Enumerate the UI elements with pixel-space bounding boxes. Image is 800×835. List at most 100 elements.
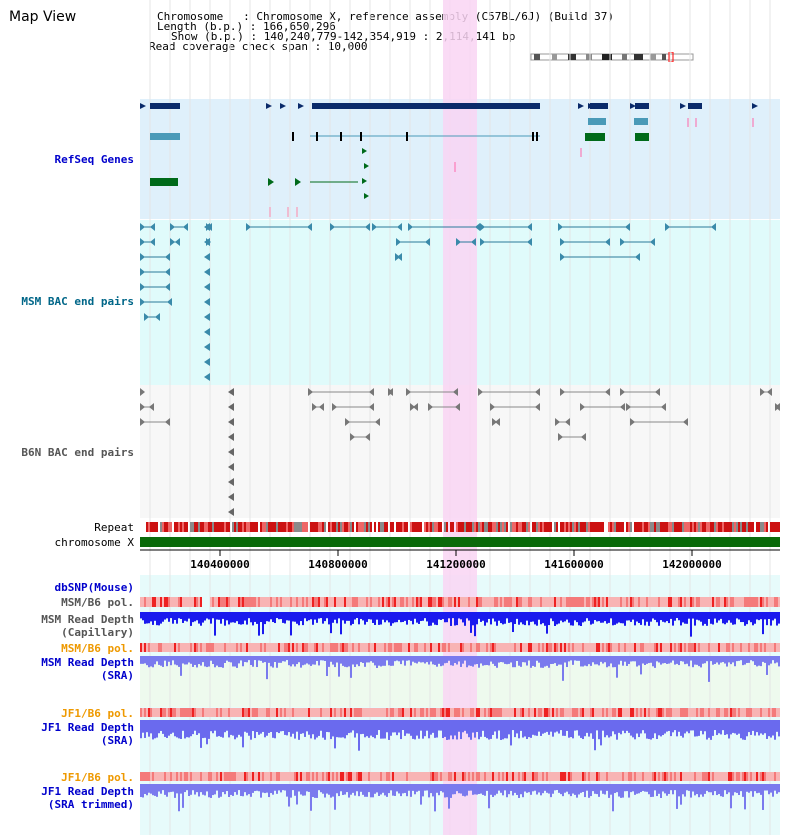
polymorphism-mark (630, 597, 632, 607)
read-depth-bar (702, 720, 704, 735)
read-depth-bar (604, 784, 606, 795)
polymorphism-mark (586, 708, 588, 717)
bac-end (490, 403, 495, 411)
read-depth-bar (490, 612, 492, 625)
polymorphism-mark (606, 708, 608, 717)
jf1-depth-trim-label-2[interactable]: (SRA trimmed) (47, 798, 134, 811)
track-area[interactable] (140, 0, 780, 835)
repeat-mark (612, 522, 614, 532)
read-depth-bar (530, 612, 532, 622)
polymorphism-mark (550, 708, 552, 717)
polymorphism-mark (364, 772, 366, 781)
polymorphism-mark (772, 643, 774, 652)
polymorphism-mark (744, 643, 746, 652)
polymorphism-mark (774, 643, 776, 652)
polymorphism-mark (224, 643, 226, 652)
repeat-mark (382, 522, 384, 532)
polymorphism-mark (330, 708, 332, 717)
b6n-bac-label[interactable]: B6N BAC end pairs (21, 446, 134, 459)
read-depth-bar (568, 720, 570, 738)
msm-bac-label[interactable]: MSM BAC end pairs (21, 295, 134, 308)
refseq-genes-label[interactable]: RefSeq Genes (54, 153, 134, 166)
polymorphism-mark (444, 643, 446, 652)
polymorphism-mark (514, 772, 516, 781)
read-depth-bar (504, 720, 506, 739)
read-depth-bar (618, 720, 620, 733)
polymorphism-mark (196, 708, 198, 717)
polymorphism-mark (412, 772, 414, 781)
read-depth-bar (686, 720, 688, 732)
polymorphism-mark (640, 772, 642, 781)
msm-depth-capillary-label-1[interactable]: MSM Read Depth (41, 613, 134, 626)
polymorphism-mark (718, 708, 720, 717)
repeat-mark (222, 522, 224, 532)
msm-depth-sra-label-1[interactable]: MSM Read Depth (41, 656, 134, 669)
polymorphism-mark (598, 643, 600, 652)
polymorphism-mark (152, 597, 154, 607)
polymorphism-mark (748, 597, 750, 607)
read-depth-bar (222, 784, 224, 793)
read-depth-bar (752, 784, 754, 797)
polymorphism-mark (770, 597, 772, 607)
polymorphism-mark (566, 597, 568, 607)
jf1-b6-pol-label-1[interactable]: JF1/B6 pol. (61, 707, 134, 720)
jf1-b6-pol-label-2[interactable]: JF1/B6 pol. (61, 771, 134, 784)
read-depth-bar (188, 784, 190, 797)
read-depth-bar (328, 784, 330, 795)
jf1-depth-trim-label-1[interactable]: JF1 Read Depth (41, 785, 134, 798)
polymorphism-mark (700, 643, 702, 652)
repeat-mark (656, 522, 658, 532)
read-depth-bar (762, 612, 764, 635)
read-depth-bar (610, 720, 612, 737)
read-depth-bar (374, 720, 376, 739)
polymorphism-mark (374, 772, 376, 781)
polymorphism-mark (190, 772, 192, 781)
gene-feature (150, 103, 180, 109)
repeat-mark (202, 522, 204, 532)
jf1-depth-sra-label-1[interactable]: JF1 Read Depth (41, 721, 134, 734)
read-depth-bar (642, 656, 644, 664)
repeat-mark (256, 522, 258, 532)
read-depth-bar (688, 720, 690, 734)
polymorphism-mark (174, 708, 176, 717)
read-depth-bar (422, 612, 424, 621)
read-depth-bar (716, 784, 718, 796)
read-depth-bar (304, 612, 306, 619)
read-depth-bar (474, 784, 476, 795)
polymorphism-mark (198, 772, 200, 781)
msm-depth-sra-label-2[interactable]: (SRA) (100, 669, 134, 682)
msm-b6-pol-label-1[interactable]: MSM/B6 pol. (61, 596, 134, 609)
polymorphism-mark (506, 643, 508, 652)
read-depth-bar (204, 656, 206, 667)
read-depth-bar (604, 720, 606, 738)
read-depth-bar (280, 656, 282, 663)
polymorphism-mark (366, 772, 368, 781)
read-depth-bar (220, 784, 222, 797)
read-depth-bar (728, 612, 730, 621)
read-depth-bar (684, 656, 686, 665)
read-depth-bar (488, 720, 490, 740)
msm-depth-capillary-label-2[interactable]: (Capillary) (61, 626, 134, 639)
read-depth-bar (636, 720, 638, 734)
repeat-mark (722, 522, 724, 532)
dbsnp-label[interactable]: dbSNP(Mouse) (54, 581, 134, 594)
read-depth-bar (418, 656, 420, 662)
polymorphism-mark (542, 643, 544, 652)
polymorphism-mark (172, 643, 174, 652)
jf1-depth-sra-label-2[interactable]: (SRA) (100, 734, 134, 747)
polymorphism-mark (394, 772, 396, 781)
read-depth-bar (346, 656, 348, 668)
chromosome-ideogram[interactable] (530, 52, 696, 62)
bac-end (605, 238, 610, 246)
read-depth-bar (268, 784, 270, 798)
polymorphism-mark (456, 643, 458, 652)
repeat-mark (164, 522, 166, 532)
msm-b6-pol-label-2[interactable]: MSM/B6 pol. (61, 642, 134, 655)
polymorphism-mark (458, 597, 460, 607)
polymorphism-mark (462, 708, 464, 717)
read-depth-bar (148, 784, 150, 793)
polymorphism-mark (408, 643, 410, 652)
polymorphism-mark (722, 643, 724, 652)
repeat-mark (738, 522, 740, 532)
repeat-mark (570, 522, 572, 532)
